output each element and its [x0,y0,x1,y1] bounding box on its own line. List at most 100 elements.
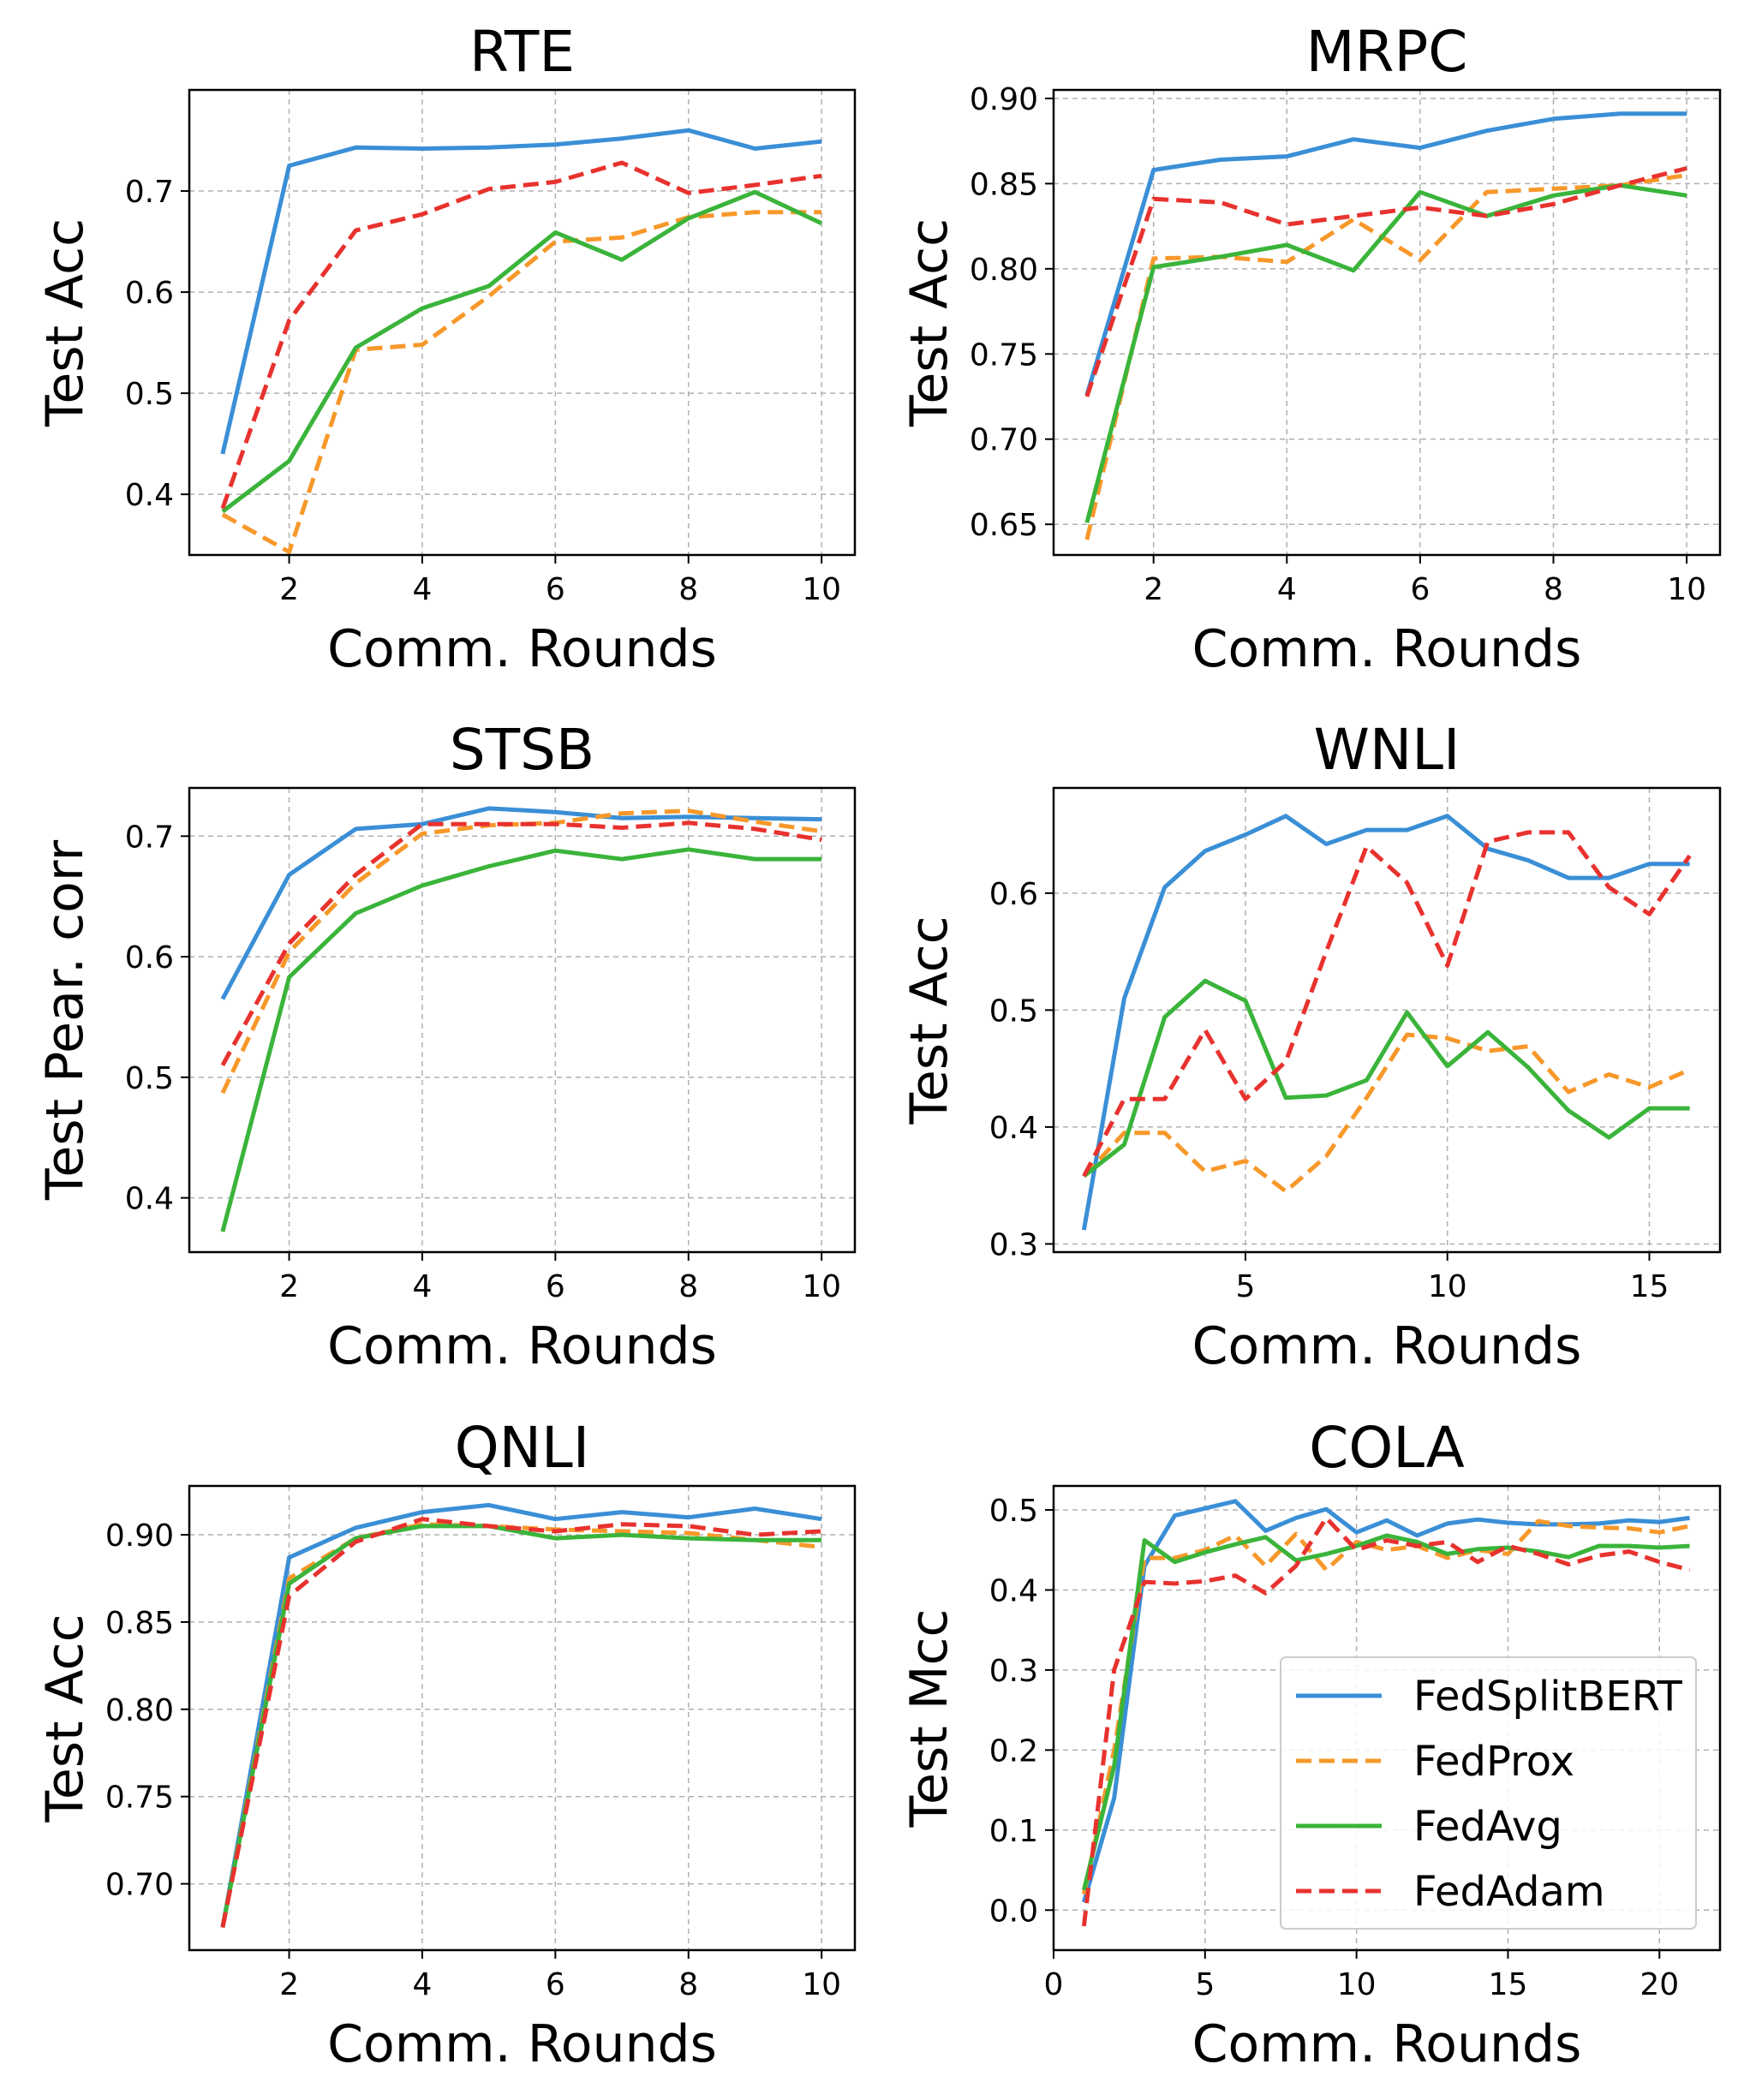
wnli-x-tick-label: 10 [1428,1269,1467,1304]
cola-panel: 0 5 10 15 20 0.0 0.1 0.2 0.3 0.4 0.5 COLA Comm. Roun… [899,1415,1722,2074]
legend-label-fedadam: FedAdam [1413,1868,1605,1916]
rte-panel: 2 4 6 8 10 0.4 0.5 0.6 0.7 RTE Comm. Rounds Test Ac… [35,19,857,679]
wnli-x-axis-label: Comm. Rounds [1192,1316,1582,1376]
wnli-series-fedsplitbert [1081,814,1690,1231]
cola-x-tick-label: 20 [1639,1967,1679,2002]
mrpc-panel: 2 4 6 8 10 0.65 0.70 0.75 0.80 0.85 0.90 MRPC Comm. … [899,19,1722,679]
stsb-series-fedsplitbert [220,806,822,1000]
mrpc-y-tick-label: 0.80 [970,253,1038,288]
qnli-series-fedadam [220,1517,822,1928]
stsb-x-tick-label: 4 [412,1269,432,1304]
cola-x-tick-label: 15 [1489,1967,1528,2002]
cola-y-tick-label: 0.5 [989,1494,1038,1529]
mrpc-x-tick-label: 8 [1544,572,1563,607]
qnli-series-fedavg [220,1524,822,1928]
rte-series-fedadam [220,160,822,510]
qnli-x-tick-label: 4 [412,1967,432,2002]
rte-x-tick-label: 8 [678,572,698,607]
rte-series-fedavg [221,189,823,514]
wnli-x-tick-label: 15 [1630,1269,1669,1304]
legend: FedSplitBERT FedProx FedAvg FedAdam [1280,1656,1697,1930]
cola-series-fedadam [1081,1515,1691,1927]
legend-label-fedsplitbert: FedSplitBERT [1413,1673,1683,1721]
qnli-y-tick-label: 0.75 [105,1781,174,1816]
mrpc-y-tick-label: 0.90 [970,82,1038,117]
qnli-x-tick-label: 6 [546,1967,565,2002]
qnli-y-axis-label: Test Acc [35,1614,95,1823]
stsb-y-tick-label: 0.6 [125,940,174,975]
qnli-y-tick-label: 0.80 [105,1693,174,1728]
cola-y-tick-label: 0.3 [989,1654,1038,1689]
mrpc-y-tick-label: 0.75 [970,337,1038,373]
qnli-x-tick-label: 8 [678,1967,698,2002]
wnli-y-tick-label: 0.3 [989,1227,1038,1262]
stsb-x-tick-label: 6 [546,1269,565,1304]
rte-series-fedprox [221,210,822,554]
mrpc-x-axis-label: Comm. Rounds [1192,619,1582,679]
wnli-series-fedavg [1082,978,1690,1178]
rte-x-tick-label: 4 [412,572,432,607]
wnli-axes-frame [1052,786,1722,1254]
qnli-y-tick-label: 0.70 [105,1868,174,1903]
rte-x-tick-label: 6 [546,572,565,607]
qnli-series-fedsplitbert [220,1502,822,1928]
stsb-y-tick-label: 0.4 [125,1182,174,1217]
cola-x-tick-label: 10 [1337,1967,1377,2002]
legend-label-fedavg: FedAvg [1413,1803,1562,1851]
rte-x-axis-label: Comm. Rounds [327,619,717,679]
qnli-x-tick-label: 10 [802,1967,841,2002]
cola-x-tick-label: 0 [1044,1967,1064,2002]
stsb-axes-frame [188,786,857,1254]
mrpc-x-tick-label: 6 [1410,572,1430,607]
rte-x-tick-label: 2 [279,572,299,607]
wnli-panel: 5 10 15 0.3 0.4 0.5 0.6 WNLI Comm. Rounds Test Ac… [899,717,1722,1376]
cola-x-tick-label: 5 [1195,1967,1215,2002]
stsb-series-fedavg [220,847,822,1232]
rte-series-fedsplitbert [220,128,822,455]
stsb-y-tick-label: 0.7 [125,820,174,855]
legend-box [1280,1656,1697,1930]
cola-y-tick-label: 0.0 [989,1894,1038,1929]
rte-x-tick-label: 10 [802,572,841,607]
stsb-x-axis-label: Comm. Rounds [327,1316,717,1376]
legend-label-fedprox: FedProx [1413,1738,1574,1786]
cola-series-fedsplitbert [1081,1499,1690,1903]
wnli-x-tick-label: 5 [1236,1269,1256,1304]
mrpc-title: MRPC [1306,19,1468,85]
cola-y-tick-label: 0.4 [989,1573,1038,1608]
stsb-x-tick-label: 8 [678,1269,698,1304]
stsb-series-fedadam [220,820,822,1066]
stsb-y-tick-label: 0.5 [125,1061,174,1096]
mrpc-y-axis-label: Test Acc [899,218,959,427]
rte-title: RTE [469,19,575,85]
rte-y-tick-label: 0.5 [125,377,174,412]
rte-y-tick-label: 0.6 [125,276,174,311]
mrpc-series-fedadam [1084,166,1687,397]
qnli-x-tick-label: 2 [279,1967,299,2002]
stsb-title: STSB [450,717,594,783]
cola-x-axis-label: Comm. Rounds [1192,2014,1582,2074]
wnli-series-fedadam [1082,830,1692,1178]
rte-y-axis-label: Test Acc [35,218,95,427]
cola-series-fedavg [1081,1533,1690,1891]
cola-title: COLA [1309,1415,1464,1481]
mrpc-x-tick-label: 2 [1144,572,1163,607]
rte-y-tick-label: 0.4 [125,478,174,513]
cola-y-tick-label: 0.2 [989,1733,1038,1769]
qnli-y-tick-label: 0.90 [105,1518,174,1554]
mrpc-y-tick-label: 0.85 [970,167,1038,202]
cola-series-fedprox [1081,1518,1691,1895]
cola-axes-frame [1052,1484,1722,1952]
qnli-x-axis-label: Comm. Rounds [327,2014,717,2074]
cola-y-axis-label: Test Mcc [899,1609,959,1829]
mrpc-series-fedprox [1084,173,1687,540]
mrpc-series-fedavg [1084,182,1687,523]
qnli-axes-frame [188,1484,857,1952]
stsb-y-axis-label: Test Pear. corr [35,840,95,1202]
rte-axes-frame [188,88,857,557]
wnli-y-tick-label: 0.6 [989,877,1038,912]
mrpc-axes-frame [1052,88,1722,557]
wnli-series-fedprox [1082,1032,1691,1194]
stsb-panel: 2 4 6 8 10 0.4 0.5 0.6 0.7 STSB Comm. Rounds Test P… [35,717,857,1376]
